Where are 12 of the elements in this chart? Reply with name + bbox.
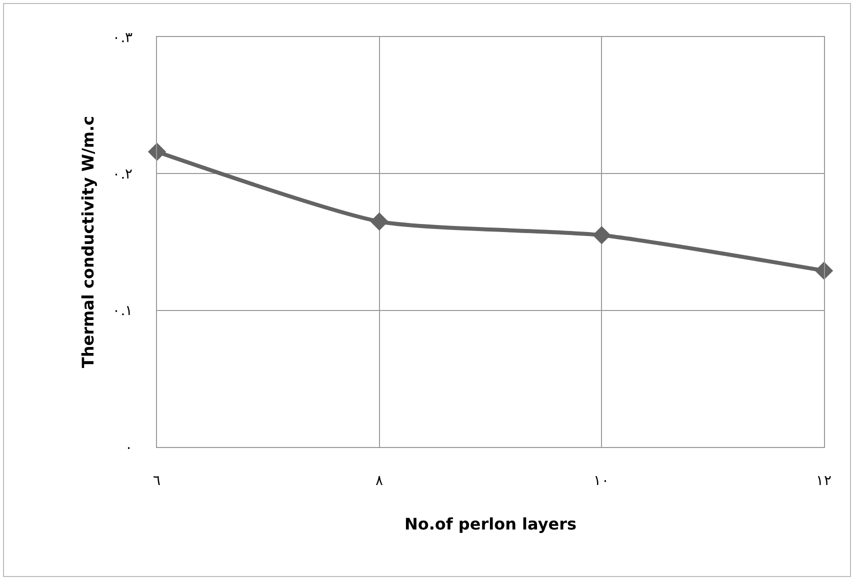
- y-tick-label: ٠.٣: [112, 30, 134, 46]
- point: [370, 212, 388, 231]
- x-tick-label: ١٢: [816, 472, 832, 489]
- y-tick-label: ٠.٢: [112, 166, 134, 183]
- x-tick-label: ٨: [375, 472, 384, 489]
- x-tick-label: ١٠: [594, 472, 610, 489]
- x-axis-title: No.of perlon layers: [404, 514, 577, 534]
- y-tick-label: ٠.١: [112, 303, 134, 320]
- x-tick-label: ٦: [153, 472, 161, 489]
- y-tick-label: ٠: [125, 440, 134, 456]
- point: [592, 226, 611, 244]
- y-axis-title: Thermal conductivity W/m.c: [78, 116, 98, 368]
